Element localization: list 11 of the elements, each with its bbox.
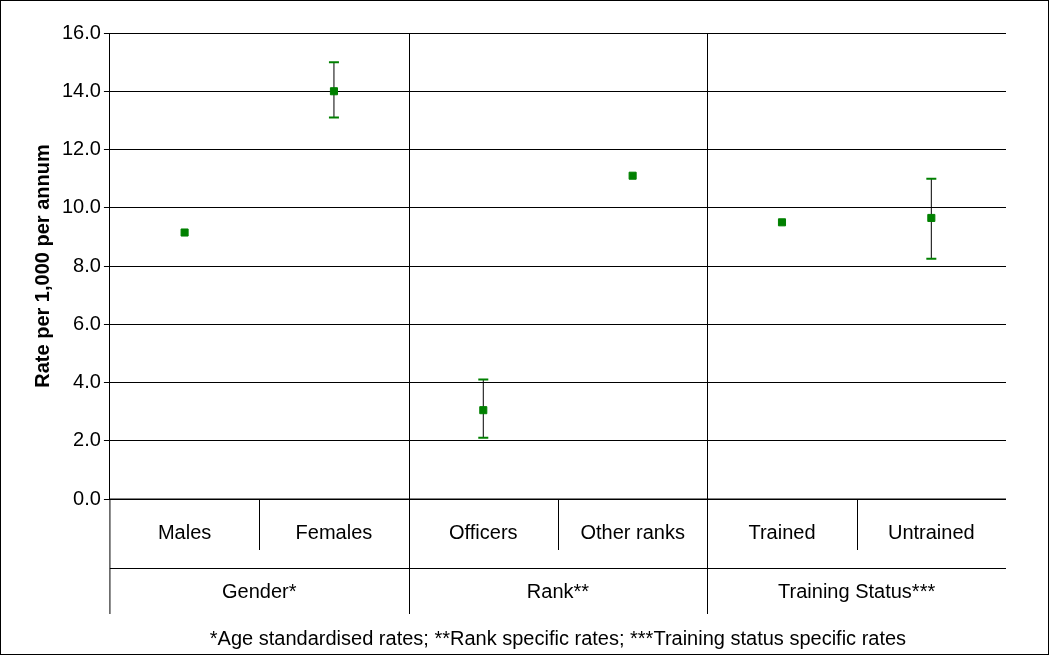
text: *Age standardised rates; **Rank specific rates; ***Training status specific rates bbox=[209, 626, 907, 649]
y-tick-label: 2.0 bbox=[73, 428, 101, 451]
y-axis-title: Rate per 1,000 per annum bbox=[30, 144, 53, 388]
y-tick-label: 14.0 bbox=[61, 78, 101, 101]
y-tick-label: 4.0 bbox=[73, 370, 101, 393]
y-tick-label: 10.0 bbox=[61, 195, 101, 218]
y-tick-label: 12.0 bbox=[61, 137, 101, 160]
y-tick-label: 0.0 bbox=[73, 486, 101, 509]
y-tick-label: 8.0 bbox=[73, 253, 101, 276]
y-tick-label: 6.0 bbox=[73, 311, 101, 334]
y-tick-label: 16.0 bbox=[61, 20, 101, 43]
